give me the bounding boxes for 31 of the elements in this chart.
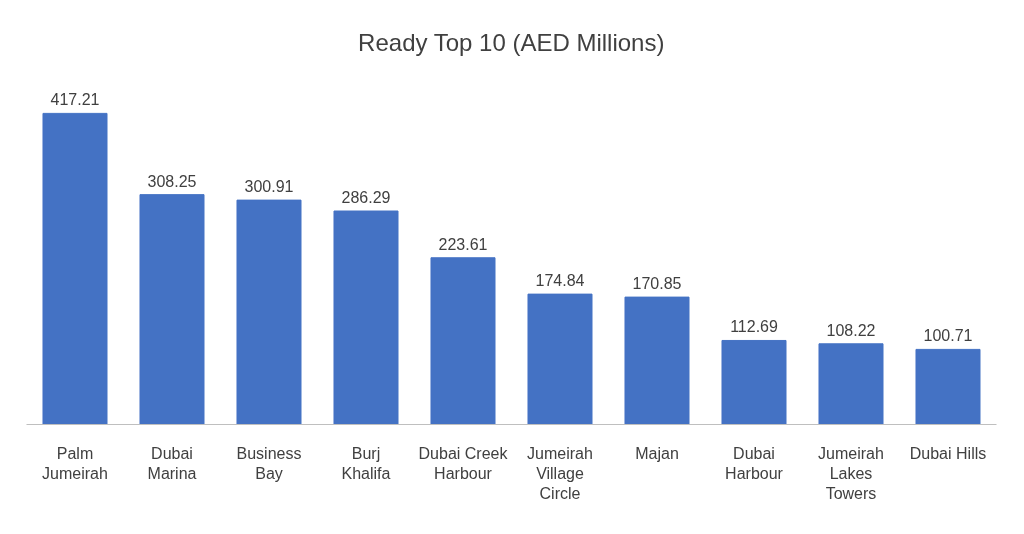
- bar: [139, 194, 205, 425]
- bar: [236, 199, 302, 425]
- bar: [721, 339, 787, 425]
- x-tick-label: Dubai Harbour: [725, 444, 784, 482]
- bar: [624, 296, 690, 425]
- x-tick-label: Dubai Creek Harbour: [418, 444, 509, 482]
- x-tick-label: Palm Jumeirah: [42, 444, 108, 482]
- data-label: 108.22: [826, 321, 876, 339]
- x-tick-label: Dubai Marina: [147, 444, 197, 482]
- x-tick-label: Jumeirah Lakes Towers: [818, 444, 884, 503]
- data-label: 112.69: [730, 318, 778, 336]
- chart-title: Ready Top 10 (AED Millions): [358, 28, 665, 56]
- x-tick-label: Dubai Hills: [909, 444, 987, 462]
- data-label: 223.61: [438, 235, 488, 253]
- bar: [527, 293, 593, 425]
- data-label: 300.91: [244, 178, 294, 196]
- x-tick-label: Burj Khalifa: [341, 444, 391, 482]
- data-label: 100.71: [923, 327, 973, 345]
- x-tick-label: Business Bay: [236, 444, 302, 482]
- bar: [915, 348, 981, 425]
- x-tick-label: Jumeirah Village Circle: [527, 444, 593, 503]
- bar: [818, 343, 884, 425]
- x-tick-label: Majan: [635, 444, 679, 462]
- data-label: 308.25: [147, 172, 197, 190]
- bar: [430, 257, 496, 425]
- data-label: 417.21: [50, 91, 100, 109]
- bar: [42, 112, 108, 425]
- data-label: 170.85: [632, 275, 682, 293]
- bar: [333, 210, 399, 425]
- data-label: 174.84: [535, 272, 585, 290]
- data-label: 286.29: [341, 189, 391, 207]
